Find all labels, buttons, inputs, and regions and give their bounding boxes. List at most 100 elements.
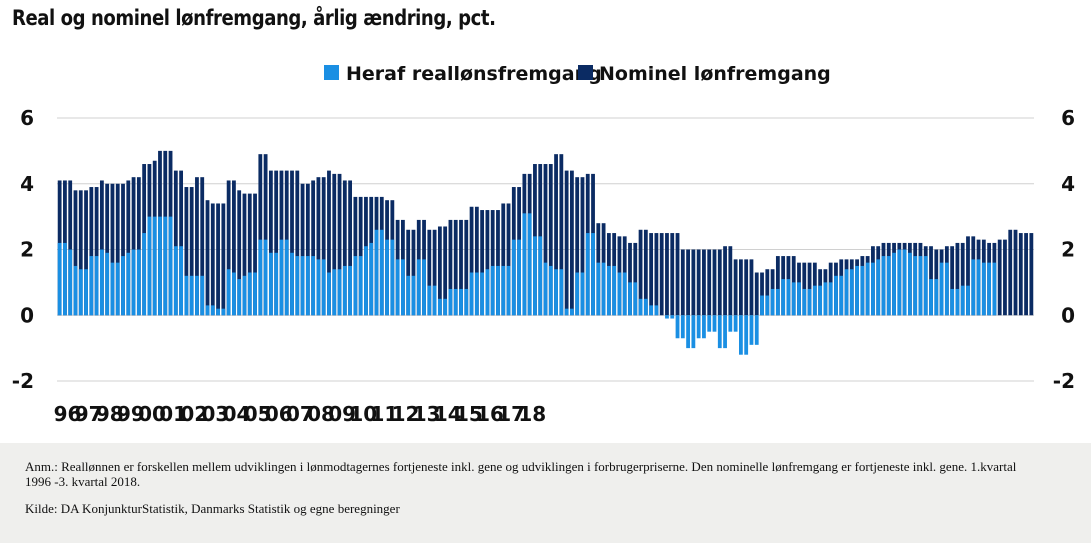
real-bar [907,252,912,316]
x-tick-label: 04 [223,402,251,426]
nominal-bar [464,219,469,316]
nominal-bar [754,272,759,316]
real-bar [944,262,949,316]
real-bar [374,229,379,316]
real-bar [987,262,992,316]
nominal-bar [411,229,416,316]
nominal-bar [686,249,690,316]
y-tick-label-left: 2 [20,238,34,262]
real-bar [728,315,733,332]
y-tick-label-right: 6 [1061,106,1075,130]
nominal-bar [184,187,189,316]
nominal-bar [327,170,331,316]
y-tick-label-right: -2 [1053,369,1075,393]
nominal-bar [126,180,131,316]
nominal-bar [966,236,970,316]
real-bar [480,272,485,316]
nominal-bar [247,193,252,316]
x-tick-label: 99 [117,402,145,426]
nominal-bar [659,233,664,316]
real-bar [411,275,416,316]
nominal-bar [1024,233,1028,316]
real-bar [606,265,611,316]
nominal-bar [99,180,104,316]
legend-swatch-nominal [578,65,593,80]
nominal-bar [453,219,458,316]
real-bar [401,259,405,316]
real-bar [807,288,812,316]
nominal-bar [300,183,305,316]
real-bar [110,262,115,316]
nominal-bar [1003,239,1007,316]
nominal-bar [342,180,347,316]
real-bar [263,239,268,316]
y-tick-label-right: 0 [1061,303,1075,327]
y-axis-left: 6 4 2 0 -2 [12,106,34,393]
y-tick-label-left: 4 [20,172,34,196]
y-tick-label-right: 2 [1061,238,1075,262]
real-bar [443,298,448,316]
nominal-bar [717,249,722,316]
real-bar [152,216,157,316]
real-bar [517,239,521,316]
real-bar [316,259,321,316]
real-bar [221,308,226,316]
real-bar [121,256,125,316]
real-bar [274,252,279,316]
x-tick-label: 13 [413,402,441,426]
real-bar [665,315,669,319]
nominal-bar [115,183,120,316]
nominal-bar [469,206,474,316]
x-tick-label: 05 [244,402,272,426]
real-bar [327,272,331,316]
real-bar [871,262,875,316]
real-bar [358,256,363,316]
real-bar [765,295,770,316]
nominal-bar [305,183,310,316]
nominal-bar [548,164,553,316]
real-bar [617,272,622,316]
nominal-bar [680,249,685,316]
real-bar [643,298,648,316]
nominal-bar [564,170,569,316]
real-bar [533,236,537,316]
nominal-bar [432,229,437,316]
real-bar [649,305,654,316]
real-bar [781,279,786,316]
nominal-bar [258,154,263,316]
x-tick-label: 11 [371,402,399,426]
real-bar [760,295,764,316]
real-bar [237,279,242,316]
nominal-bar [443,226,448,316]
real-bar [559,269,564,316]
nominal-bar [274,170,279,316]
real-bar [469,272,474,316]
real-bar [680,315,685,339]
real-bar [538,236,543,316]
nominal-bar [295,170,300,316]
source-note: Kilde: DA KonjunkturStatistik, Danmarks … [25,501,400,516]
real-bar [575,272,580,316]
real-bar [839,275,844,316]
real-bar [406,275,411,316]
real-bar [131,249,136,316]
nominal-bar [268,170,273,316]
nominal-bar [960,242,965,316]
real-bar [68,249,73,316]
y-tick-label-right: 4 [1061,172,1075,196]
real-bar [258,239,263,316]
notes-panel: Anm.: Reallønnen er forskellen mellem ud… [0,443,1091,543]
real-bar [142,233,147,316]
real-bar [786,279,791,316]
real-bar [511,239,516,316]
real-bar [395,259,400,316]
real-bar [348,265,353,316]
real-bar [279,239,284,316]
nominal-bar [675,233,680,316]
nominal-bar [89,187,94,316]
nominal-bar [490,210,495,316]
real-bar [163,216,168,316]
real-bar [707,315,712,332]
real-bar [427,285,432,316]
real-bar [379,229,384,316]
